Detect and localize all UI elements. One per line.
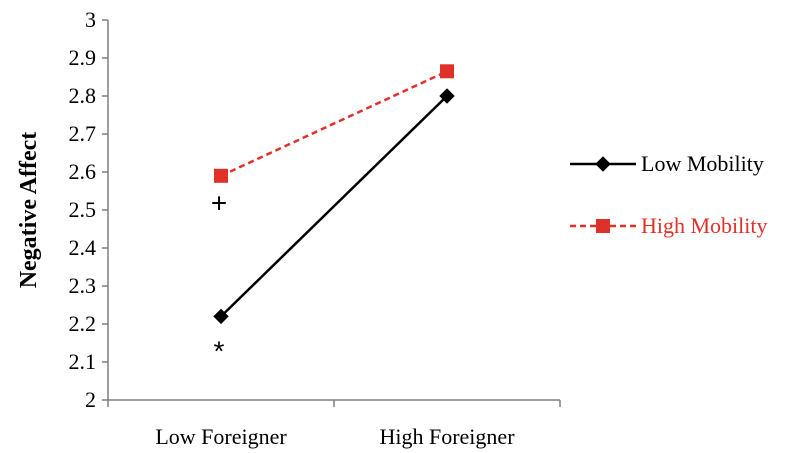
legend-marker	[595, 156, 611, 172]
x-tick-label: Low Foreigner	[155, 424, 287, 449]
y-tick-label: 2.4	[69, 235, 97, 260]
y-tick-label: 2.1	[69, 349, 97, 374]
series-high-mobility	[214, 64, 454, 183]
y-axis-label: Negative Affect	[16, 132, 42, 289]
data-point	[214, 168, 228, 183]
data-point	[439, 88, 455, 104]
y-tick-label: 2.9	[69, 45, 97, 70]
legend-marker	[596, 219, 610, 233]
legend: Low Mobility High Mobility	[570, 151, 768, 238]
legend-label: High Mobility	[641, 213, 768, 238]
y-tick-label: 3	[85, 7, 96, 32]
y-tick-label: 2	[85, 387, 96, 412]
annotations: +*	[211, 187, 227, 366]
x-ticks: Low Foreigner High Foreigner	[107, 400, 561, 449]
y-tick-label: 2.5	[69, 197, 97, 222]
y-tick-label: 2.3	[69, 273, 97, 298]
series-low-mobility	[213, 88, 455, 325]
y-tick-label: 2.7	[69, 121, 97, 146]
legend-label: Low Mobility	[641, 151, 764, 176]
data-point	[213, 308, 229, 325]
legend-item: Low Mobility	[570, 151, 764, 176]
series-line	[220, 95, 448, 318]
y-ticks: 2 2.1 2.2 2.3 2.4 2.5 2.6 2.7 2.8 2.9 3	[69, 7, 108, 412]
y-tick-label: 2.6	[69, 159, 97, 184]
series-group	[213, 64, 455, 325]
series-line	[220, 70, 448, 177]
data-point	[440, 64, 454, 79]
y-tick-label: 2.8	[69, 83, 97, 108]
y-tick-label: 2.2	[69, 311, 97, 336]
significance-marker: +	[211, 187, 227, 218]
legend-item: High Mobility	[570, 213, 768, 238]
x-tick-label: High Foreigner	[379, 424, 515, 449]
significance-marker: *	[214, 336, 225, 367]
